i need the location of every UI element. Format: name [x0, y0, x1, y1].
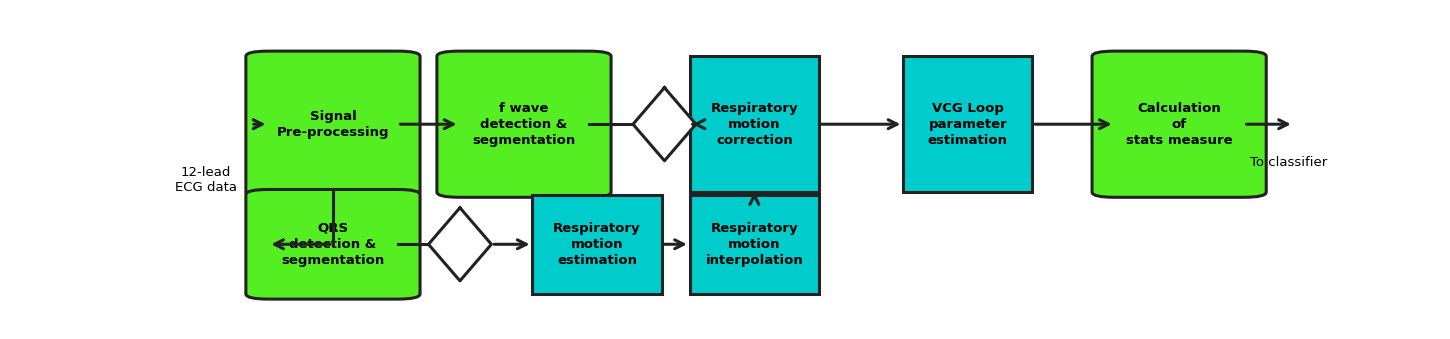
FancyBboxPatch shape	[690, 195, 819, 294]
Text: To classifier: To classifier	[1250, 156, 1327, 168]
Text: 12-lead
ECG data: 12-lead ECG data	[175, 166, 236, 194]
FancyBboxPatch shape	[436, 51, 610, 197]
Text: Respiratory
motion
interpolation: Respiratory motion interpolation	[706, 222, 803, 267]
Text: Respiratory
motion
correction: Respiratory motion correction	[710, 102, 798, 147]
FancyBboxPatch shape	[1092, 51, 1266, 197]
Polygon shape	[429, 208, 492, 281]
Text: Signal
Pre-processing: Signal Pre-processing	[277, 110, 389, 139]
Polygon shape	[634, 88, 696, 161]
FancyBboxPatch shape	[247, 51, 420, 197]
Text: QRS
detection &
segmentation: QRS detection & segmentation	[281, 222, 384, 267]
Text: VCG Loop
parameter
estimation: VCG Loop parameter estimation	[928, 102, 1008, 147]
FancyBboxPatch shape	[903, 56, 1032, 192]
Text: Calculation
of
stats measure: Calculation of stats measure	[1125, 102, 1232, 147]
FancyBboxPatch shape	[247, 190, 420, 299]
FancyBboxPatch shape	[690, 56, 819, 192]
Text: Respiratory
motion
estimation: Respiratory motion estimation	[554, 222, 641, 267]
Text: f wave
detection &
segmentation: f wave detection & segmentation	[473, 102, 576, 147]
FancyBboxPatch shape	[532, 195, 661, 294]
